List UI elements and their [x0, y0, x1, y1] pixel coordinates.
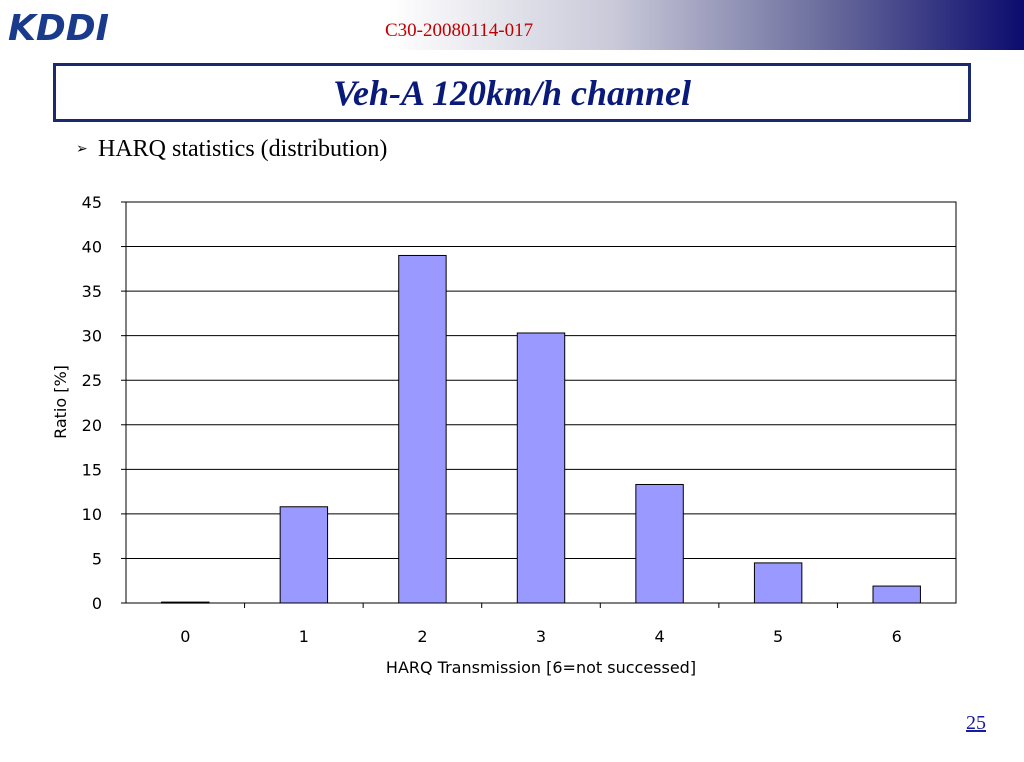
bar-4	[635, 483, 684, 604]
y-tick-labels: 0 5 10 15 20 25 30 35 40 45	[82, 193, 126, 613]
x-tick-labels: 0 1 2 3 4 5 6	[180, 603, 902, 646]
x-tick-label: 4	[654, 627, 664, 646]
title-box: Veh-A 120km/h channel	[53, 63, 971, 122]
y-axis-label: Ratio [%]	[51, 365, 70, 439]
bar-2	[398, 254, 447, 604]
x-tick-label: 1	[299, 627, 309, 646]
slide-title: Veh-A 120km/h channel	[332, 72, 692, 113]
y-tick-label: 10	[82, 505, 102, 524]
document-id: C30-20080114-017	[385, 20, 534, 41]
x-tick-label: 0	[180, 627, 190, 646]
arrow-bullet-icon: ➢	[76, 142, 88, 157]
header-band	[0, 0, 1024, 50]
x-axis-label: HARQ Transmission [6=not successed]	[386, 658, 696, 677]
page-number[interactable]: 25	[966, 712, 986, 734]
y-tick-label: 15	[82, 460, 102, 479]
x-tick-label: 6	[892, 627, 902, 646]
y-tick-label: 40	[82, 238, 102, 257]
bars	[161, 254, 921, 604]
bullet-text: HARQ statistics (distribution)	[98, 136, 388, 162]
y-tick-label: 30	[82, 327, 102, 346]
y-tick-label: 0	[92, 594, 102, 613]
x-tick-label: 5	[773, 627, 783, 646]
x-tick-label: 3	[536, 627, 546, 646]
kddi-logo: KDDI	[8, 8, 109, 45]
x-tick-label: 2	[417, 627, 427, 646]
plot-frame	[125, 201, 957, 604]
y-tick-label: 25	[82, 371, 102, 390]
bullet-item: ➢ HARQ statistics (distribution)	[76, 136, 387, 163]
y-tick-label: 20	[82, 416, 102, 435]
bar-5	[753, 562, 803, 604]
y-tick-label: 45	[82, 193, 102, 212]
bar-6	[872, 585, 921, 604]
bar-3	[516, 332, 566, 604]
y-tick-label: 35	[82, 282, 102, 301]
logo-text: KDDI	[8, 8, 109, 45]
bar-1	[279, 506, 329, 604]
y-tick-label: 5	[92, 549, 102, 568]
